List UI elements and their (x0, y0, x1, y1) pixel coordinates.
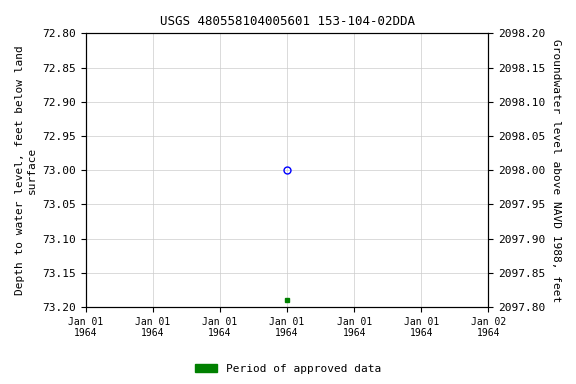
Legend: Period of approved data: Period of approved data (191, 359, 385, 379)
Y-axis label: Depth to water level, feet below land
surface: Depth to water level, feet below land su… (15, 45, 37, 295)
Title: USGS 480558104005601 153-104-02DDA: USGS 480558104005601 153-104-02DDA (160, 15, 415, 28)
Y-axis label: Groundwater level above NAVD 1988, feet: Groundwater level above NAVD 1988, feet (551, 38, 561, 302)
